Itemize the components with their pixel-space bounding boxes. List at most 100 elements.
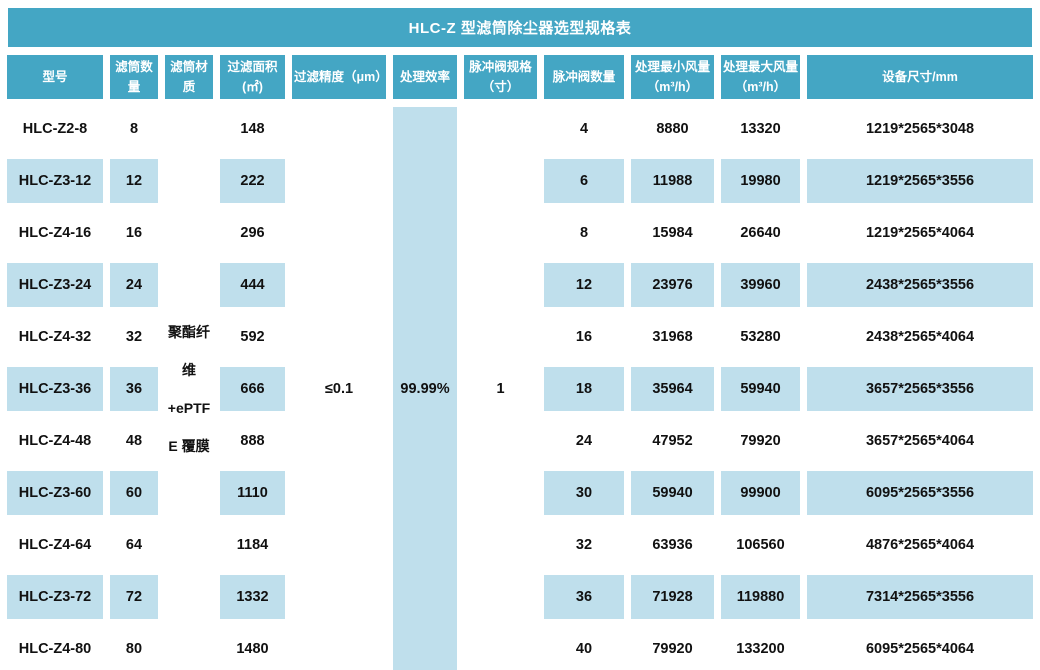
page-title: HLC-Z 型滤筒除尘器选型规格表 [408,20,632,37]
cell-min-airflow: 23976 [631,263,714,307]
cell-size: 2438*2565*3556 [807,263,1033,307]
cell-min-airflow: 15984 [631,211,714,255]
cell-size: 6095*2565*3556 [807,471,1033,515]
cell-size: 1219*2565*3048 [807,107,1033,151]
header-row: 型号 滤筒数 量 滤筒材 质 过滤面积 (㎡) 过滤精度（μm） 处理效率 脉冲… [7,55,1033,99]
cell-max-airflow: 99900 [721,471,800,515]
cell-min-airflow: 47952 [631,419,714,463]
cell-filter-area: 888 [220,419,285,463]
cell-max-airflow: 119880 [721,575,800,619]
cell-cartridge-qty: 60 [110,471,158,515]
cell-model: HLC-Z3-24 [7,263,103,307]
cell-valve-qty: 8 [544,211,624,255]
cell-valve-qty: 6 [544,159,624,203]
col-header-cartridge-qty: 滤筒数 量 [110,55,158,99]
cell-filter-area: 592 [220,315,285,359]
spec-table: 型号 滤筒数 量 滤筒材 质 过滤面积 (㎡) 过滤精度（μm） 处理效率 脉冲… [0,47,1040,670]
cell-min-airflow: 59940 [631,471,714,515]
cell-cartridge-qty: 32 [110,315,158,359]
cell-max-airflow: 13320 [721,107,800,151]
cell-cartridge-qty: 24 [110,263,158,307]
cell-max-airflow: 79920 [721,419,800,463]
cell-valve-qty: 4 [544,107,624,151]
cell-filter-area: 1184 [220,523,285,567]
cell-valve-qty: 24 [544,419,624,463]
cell-size: 3657*2565*4064 [807,419,1033,463]
col-header-efficiency: 处理效率 [393,55,457,99]
cell-min-airflow: 71928 [631,575,714,619]
cell-size: 4876*2565*4064 [807,523,1033,567]
cell-model: HLC-Z3-72 [7,575,103,619]
table-row: HLC-Z3-36 36 666 18 35964 59940 3657*256… [7,367,1033,411]
cell-model: HLC-Z2-8 [7,107,103,151]
cell-valve-qty: 12 [544,263,624,307]
cell-model: HLC-Z3-60 [7,471,103,515]
cell-material-merged: 聚酯纤 维 +ePTF E 覆膜 [165,107,213,670]
table-title-bar: HLC-Z 型滤筒除尘器选型规格表 [8,8,1032,47]
col-header-min-airflow: 处理最小风量 （m³/h） [631,55,714,99]
col-header-size: 设备尺寸/mm [807,55,1033,99]
cell-precision-merged: ≤0.1 [292,107,386,670]
table-row: HLC-Z3-60 60 1110 30 59940 99900 6095*25… [7,471,1033,515]
cell-filter-area: 1480 [220,627,285,670]
cell-model: HLC-Z3-12 [7,159,103,203]
cell-cartridge-qty: 36 [110,367,158,411]
col-header-filter-area: 过滤面积 (㎡) [220,55,285,99]
cell-valve-qty: 16 [544,315,624,359]
cell-max-airflow: 106560 [721,523,800,567]
cell-size: 6095*2565*4064 [807,627,1033,670]
table-row: HLC-Z3-72 72 1332 36 71928 119880 7314*2… [7,575,1033,619]
cell-cartridge-qty: 80 [110,627,158,670]
cell-efficiency-merged: 99.99% [393,107,457,670]
col-header-valve-qty: 脉冲阀数量 [544,55,624,99]
cell-min-airflow: 11988 [631,159,714,203]
cell-min-airflow: 35964 [631,367,714,411]
col-header-valve-spec: 脉冲阀规格 （寸） [464,55,537,99]
cell-model: HLC-Z3-36 [7,367,103,411]
cell-valve-qty: 32 [544,523,624,567]
col-header-precision: 过滤精度（μm） [292,55,388,99]
cell-filter-area: 1332 [220,575,285,619]
cell-size: 3657*2565*3556 [807,367,1033,411]
cell-min-airflow: 79920 [631,627,714,670]
table-row: HLC-Z4-16 16 296 8 15984 26640 1219*2565… [7,211,1033,255]
cell-valve-qty: 30 [544,471,624,515]
cell-max-airflow: 133200 [721,627,800,670]
table-header: 型号 滤筒数 量 滤筒材 质 过滤面积 (㎡) 过滤精度（μm） 处理效率 脉冲… [7,55,1033,99]
col-header-material: 滤筒材 质 [165,55,213,99]
table-row: HLC-Z4-80 80 1480 40 79920 133200 6095*2… [7,627,1033,670]
cell-filter-area: 444 [220,263,285,307]
cell-min-airflow: 8880 [631,107,714,151]
col-header-max-airflow: 处理最大风量 （m³/h） [721,55,800,99]
cell-valve-qty: 18 [544,367,624,411]
col-header-model: 型号 [7,55,103,99]
cell-model: HLC-Z4-16 [7,211,103,255]
cell-size: 1219*2565*4064 [807,211,1033,255]
cell-size: 1219*2565*3556 [807,159,1033,203]
cell-valve-spec-merged: 1 [464,107,537,670]
cell-cartridge-qty: 64 [110,523,158,567]
table-row: HLC-Z3-24 24 444 12 23976 39960 2438*256… [7,263,1033,307]
cell-filter-area: 296 [220,211,285,255]
cell-cartridge-qty: 16 [110,211,158,255]
cell-valve-qty: 36 [544,575,624,619]
cell-min-airflow: 31968 [631,315,714,359]
table-body: HLC-Z2-8 8 聚酯纤 维 +ePTF E 覆膜 148 ≤0.1 99.… [7,107,1033,670]
cell-filter-area: 222 [220,159,285,203]
cell-model: HLC-Z4-64 [7,523,103,567]
cell-size: 7314*2565*3556 [807,575,1033,619]
cell-model: HLC-Z4-48 [7,419,103,463]
table-row: HLC-Z3-12 12 222 6 11988 19980 1219*2565… [7,159,1033,203]
cell-model: HLC-Z4-32 [7,315,103,359]
cell-filter-area: 148 [220,107,285,151]
cell-max-airflow: 53280 [721,315,800,359]
cell-max-airflow: 39960 [721,263,800,307]
cell-cartridge-qty: 48 [110,419,158,463]
cell-cartridge-qty: 72 [110,575,158,619]
cell-cartridge-qty: 8 [110,107,158,151]
cell-max-airflow: 19980 [721,159,800,203]
cell-filter-area: 666 [220,367,285,411]
table-row: HLC-Z4-48 48 888 24 47952 79920 3657*256… [7,419,1033,463]
cell-valve-qty: 40 [544,627,624,670]
